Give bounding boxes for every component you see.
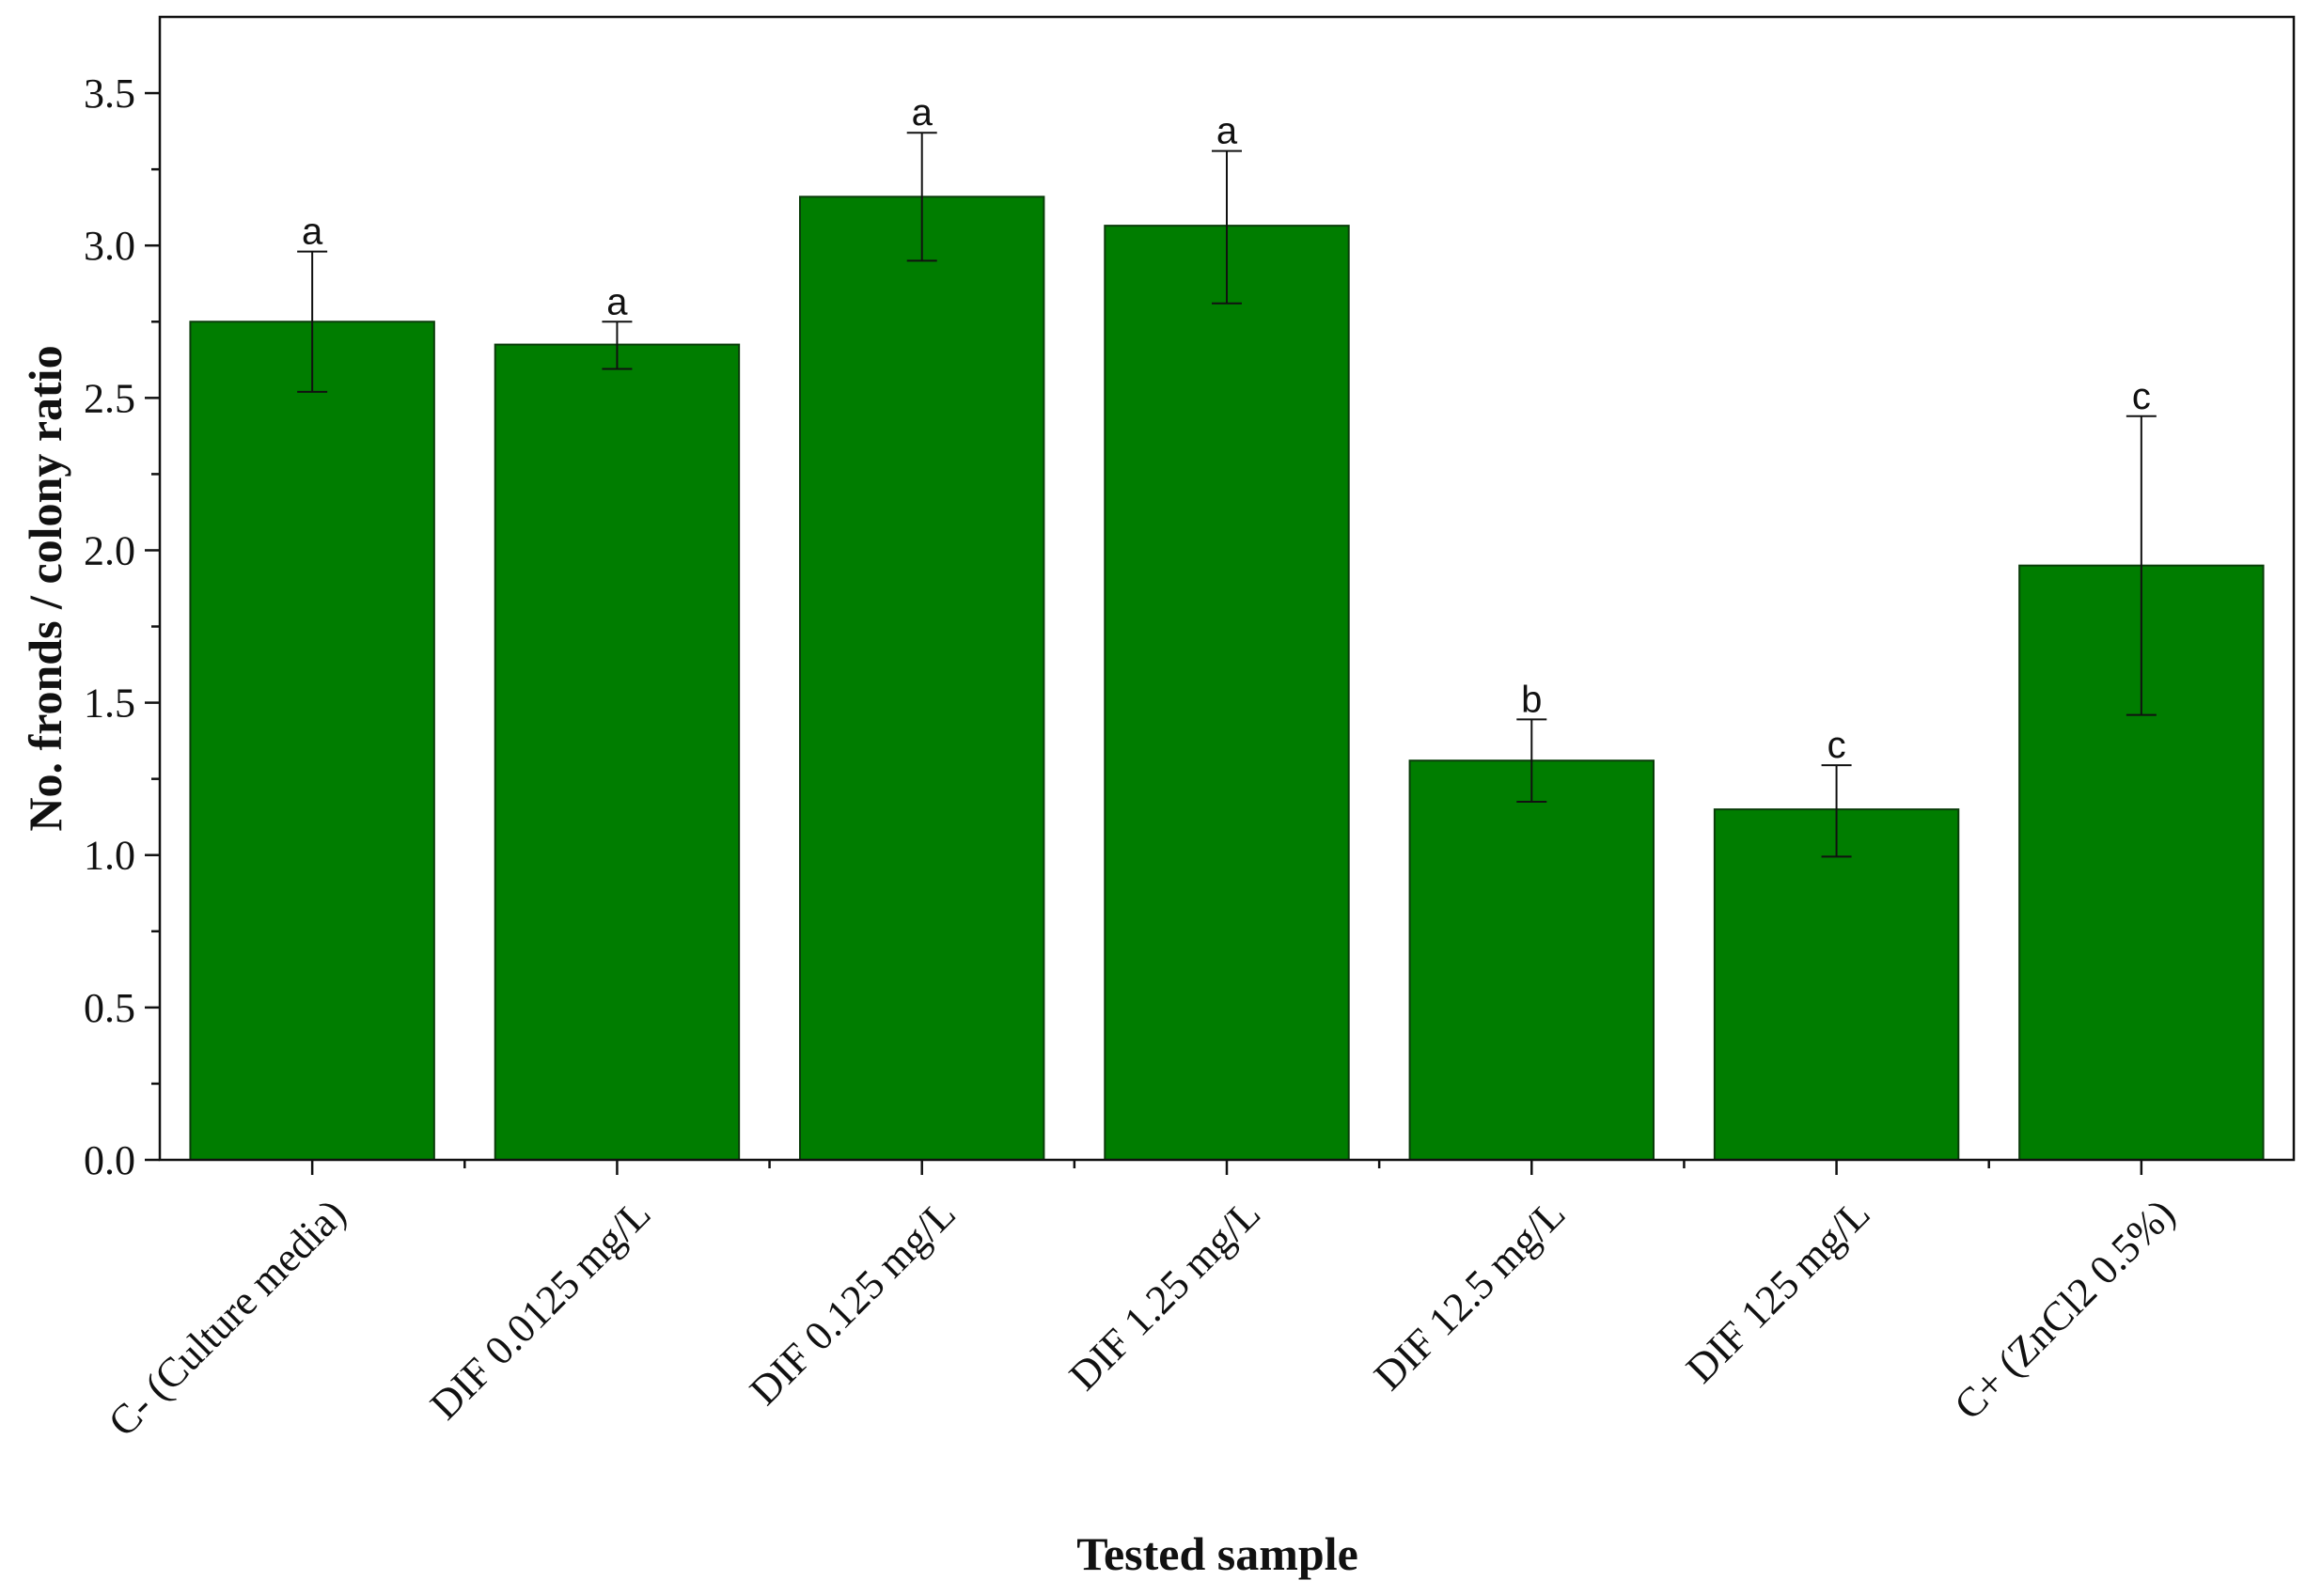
y-tick-label-1: 0.0: [84, 1137, 135, 1183]
x-axis-title: Tested sample: [1076, 1527, 1358, 1580]
x-tick-label-3: DIF 0.125 mg/L: [741, 1190, 965, 1414]
x-tick-label-4: DIF 1.25 mg/L: [1060, 1190, 1269, 1399]
significance-letter-6: c: [1828, 725, 1846, 766]
significance-letter-7: c: [2132, 376, 2151, 417]
x-tick-label-7: C+ (ZnCl2 0.5%): [1945, 1190, 2184, 1429]
y-tick-label-3: 1.0: [84, 833, 135, 879]
significance-letter-3: a: [912, 92, 933, 133]
significance-letter-4: a: [1216, 111, 1238, 152]
y-tick-label-2: 0.5: [84, 985, 135, 1031]
bar-4: [1104, 225, 1350, 1161]
y-tick-label-5: 2.0: [84, 527, 135, 573]
bar-2: [494, 343, 741, 1161]
x-tick-label-2: DIF 0.0125 mg/L: [421, 1190, 659, 1428]
errorbars-layer: [297, 132, 2157, 858]
x-tick-label-5: DIF 12.5 mg/L: [1365, 1190, 1574, 1399]
y-tick-label-6: 2.5: [84, 375, 135, 421]
y-tick-label-8: 3.5: [84, 70, 135, 117]
x-tick-label-6: DIF 125 mg/L: [1677, 1190, 1878, 1391]
bar-3: [799, 196, 1045, 1161]
y-axis-title: No. fronds / colony ratio: [19, 345, 71, 831]
y-tick-label-7: 3.0: [84, 223, 135, 269]
bars-layer: [189, 196, 2265, 1162]
bar-5: [1408, 759, 1655, 1162]
significance-letter-1: a: [302, 211, 323, 253]
bar-1: [189, 321, 435, 1161]
significance-letter-2: a: [606, 281, 628, 322]
x-axis: C- (Culture media) DIF 0.0125 mg/L DIF 0.1…: [100, 1160, 2184, 1446]
y-axis: 0.0 0.5 1.0 1.5 2.0 2.5 3.0 3.5: [84, 70, 160, 1183]
x-tick-label-1: C- (Culture media): [100, 1190, 354, 1445]
significance-letter-5: b: [1521, 679, 1542, 720]
bar-6: [1713, 808, 1960, 1161]
y-tick-label-4: 1.5: [84, 681, 135, 727]
significance-letters-layer: a a a a b c c: [302, 92, 2151, 766]
